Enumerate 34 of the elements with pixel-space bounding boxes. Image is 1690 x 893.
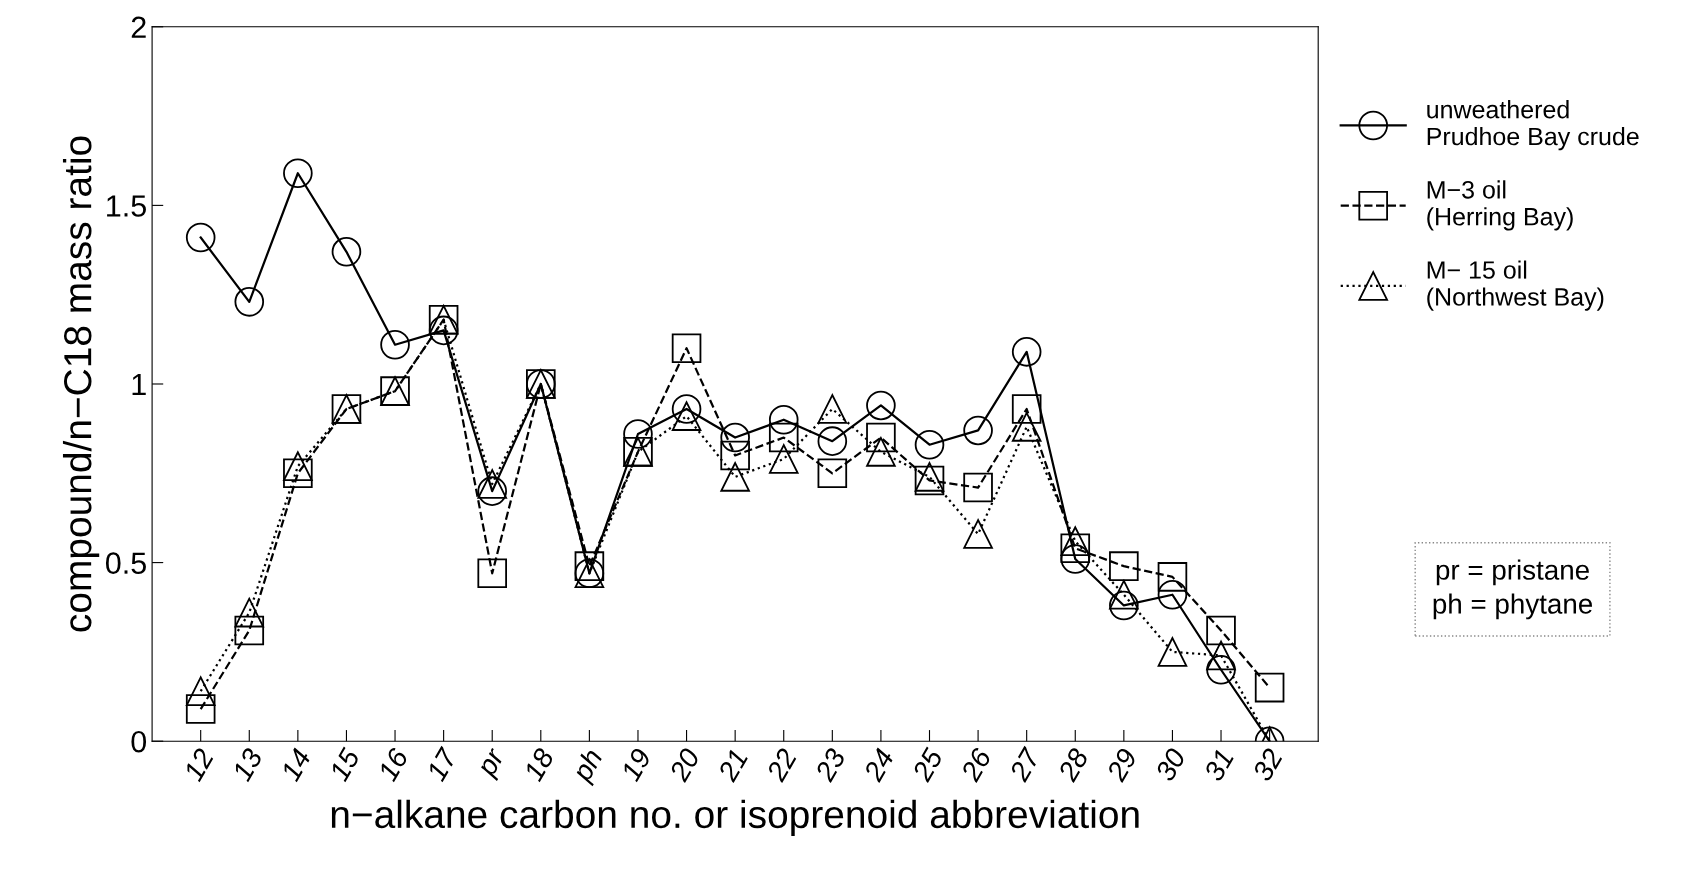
- x-tick-label: 15: [328, 746, 361, 783]
- x-tick-label: 29: [1105, 746, 1138, 784]
- x-tick-label: 24: [862, 747, 895, 784]
- x-tick-label: 12: [182, 746, 215, 783]
- legend-label: M− 15 oil (Northwest Bay): [1427, 260, 1604, 311]
- x-tick-label: 13: [231, 746, 264, 783]
- text: pr = pristane ph = phytane: [1433, 559, 1593, 620]
- y-tick-label: 0: [131, 730, 147, 753]
- x-tick-label: 16: [377, 746, 410, 783]
- x-axis-title: n−alkane carbon no. or isoprenoid abbreviation: [331, 799, 1139, 836]
- x-tick-label: 26: [959, 746, 993, 784]
- x-tick-label: 21: [716, 748, 748, 784]
- x-tick-label: 23: [813, 746, 847, 784]
- x-tick-label: 25: [911, 746, 944, 784]
- x-tick-label: 14: [280, 747, 312, 783]
- x-tick-label: 17: [425, 745, 458, 783]
- x-tick-label: pr: [478, 747, 511, 781]
- y-tick-label: 2: [131, 16, 146, 38]
- y-tick-label: 1: [132, 374, 146, 396]
- x-tick-label: 30: [1154, 746, 1187, 783]
- legend-label: M−3 oil (Herring Bay): [1427, 180, 1573, 231]
- x-tick-label: 31: [1203, 748, 1235, 783]
- x-tick-label: 32: [1251, 746, 1284, 783]
- x-tick-label: 19: [620, 746, 652, 783]
- y-axis-title: compound/n−C18 mass ratio: [62, 136, 100, 632]
- x-tick-label: 20: [668, 746, 701, 784]
- y-tick-label: 0.5: [105, 552, 146, 574]
- x-tick-label: 22: [765, 746, 798, 784]
- x-tick-label: ph: [570, 747, 608, 787]
- y-tick-label: 1.5: [107, 195, 146, 217]
- x-tick-label: 28: [1056, 746, 1090, 784]
- x-tick-label: 18: [522, 746, 555, 783]
- x-tick-label: 27: [1008, 745, 1042, 784]
- legend-label: unweathered Prudhoe Bay crude: [1427, 100, 1639, 151]
